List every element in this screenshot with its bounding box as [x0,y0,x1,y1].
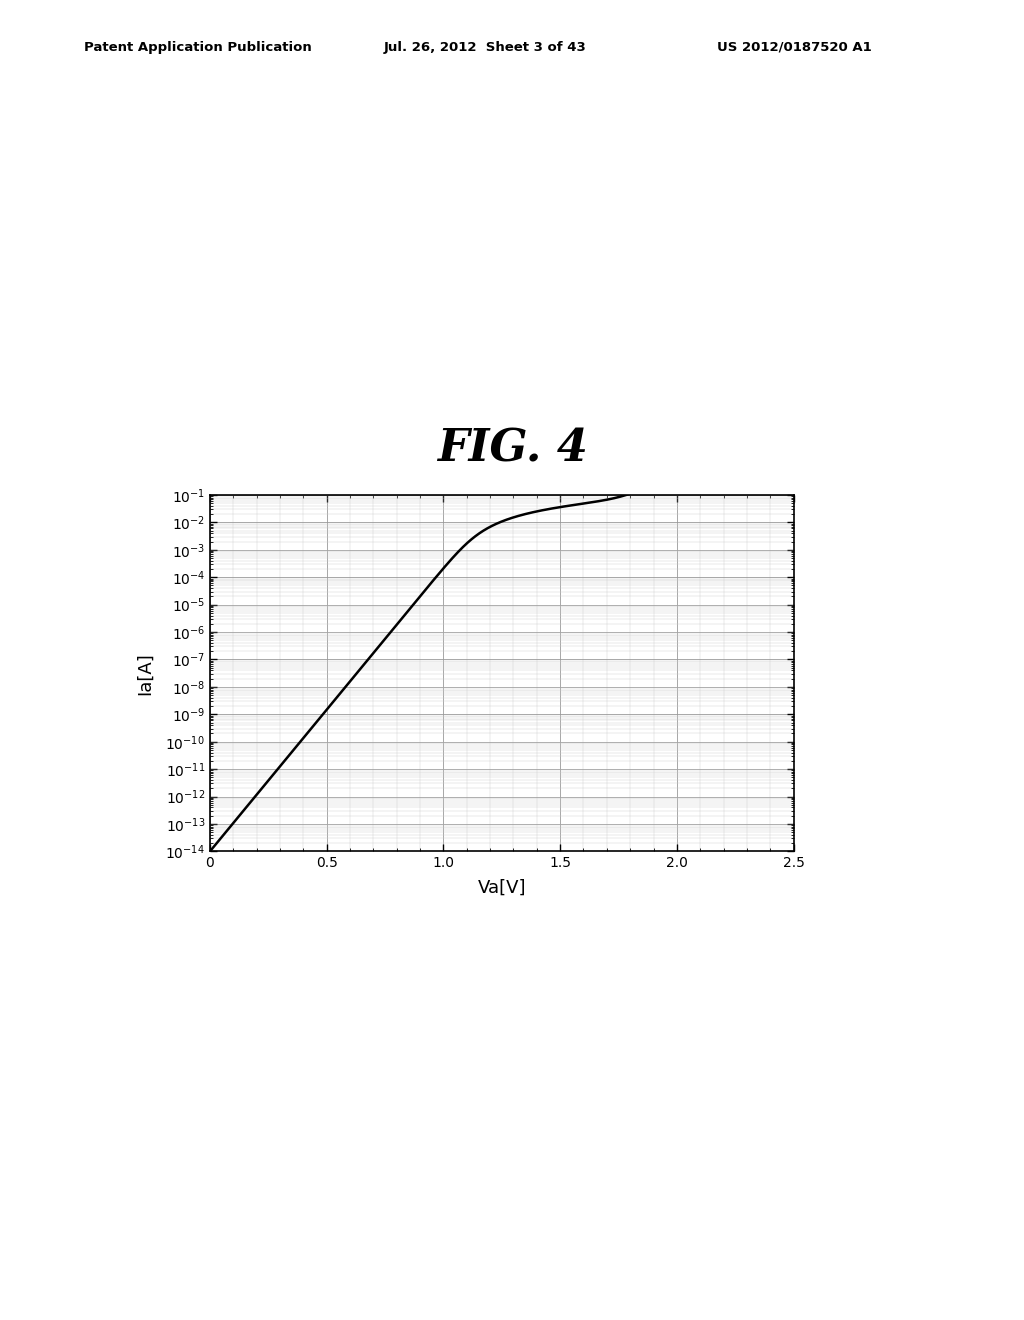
Text: Patent Application Publication: Patent Application Publication [84,41,311,54]
Text: US 2012/0187520 A1: US 2012/0187520 A1 [717,41,871,54]
Y-axis label: Ia[A]: Ia[A] [136,652,155,694]
Text: Jul. 26, 2012  Sheet 3 of 43: Jul. 26, 2012 Sheet 3 of 43 [384,41,587,54]
X-axis label: Va[V]: Va[V] [477,879,526,896]
Text: FIG. 4: FIG. 4 [436,428,588,470]
